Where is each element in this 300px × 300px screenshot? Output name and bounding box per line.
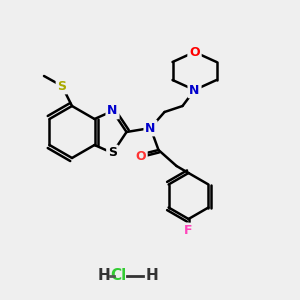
Text: H: H bbox=[146, 268, 158, 284]
Text: O: O bbox=[135, 149, 146, 163]
Text: S: S bbox=[58, 80, 67, 92]
Text: Cl: Cl bbox=[110, 268, 126, 284]
Text: N: N bbox=[145, 122, 156, 134]
Text: S: S bbox=[108, 146, 117, 160]
Text: N: N bbox=[189, 83, 200, 97]
Text: H: H bbox=[98, 268, 110, 284]
Text: F: F bbox=[184, 224, 193, 238]
Text: N: N bbox=[107, 104, 118, 118]
Text: O: O bbox=[189, 46, 200, 59]
